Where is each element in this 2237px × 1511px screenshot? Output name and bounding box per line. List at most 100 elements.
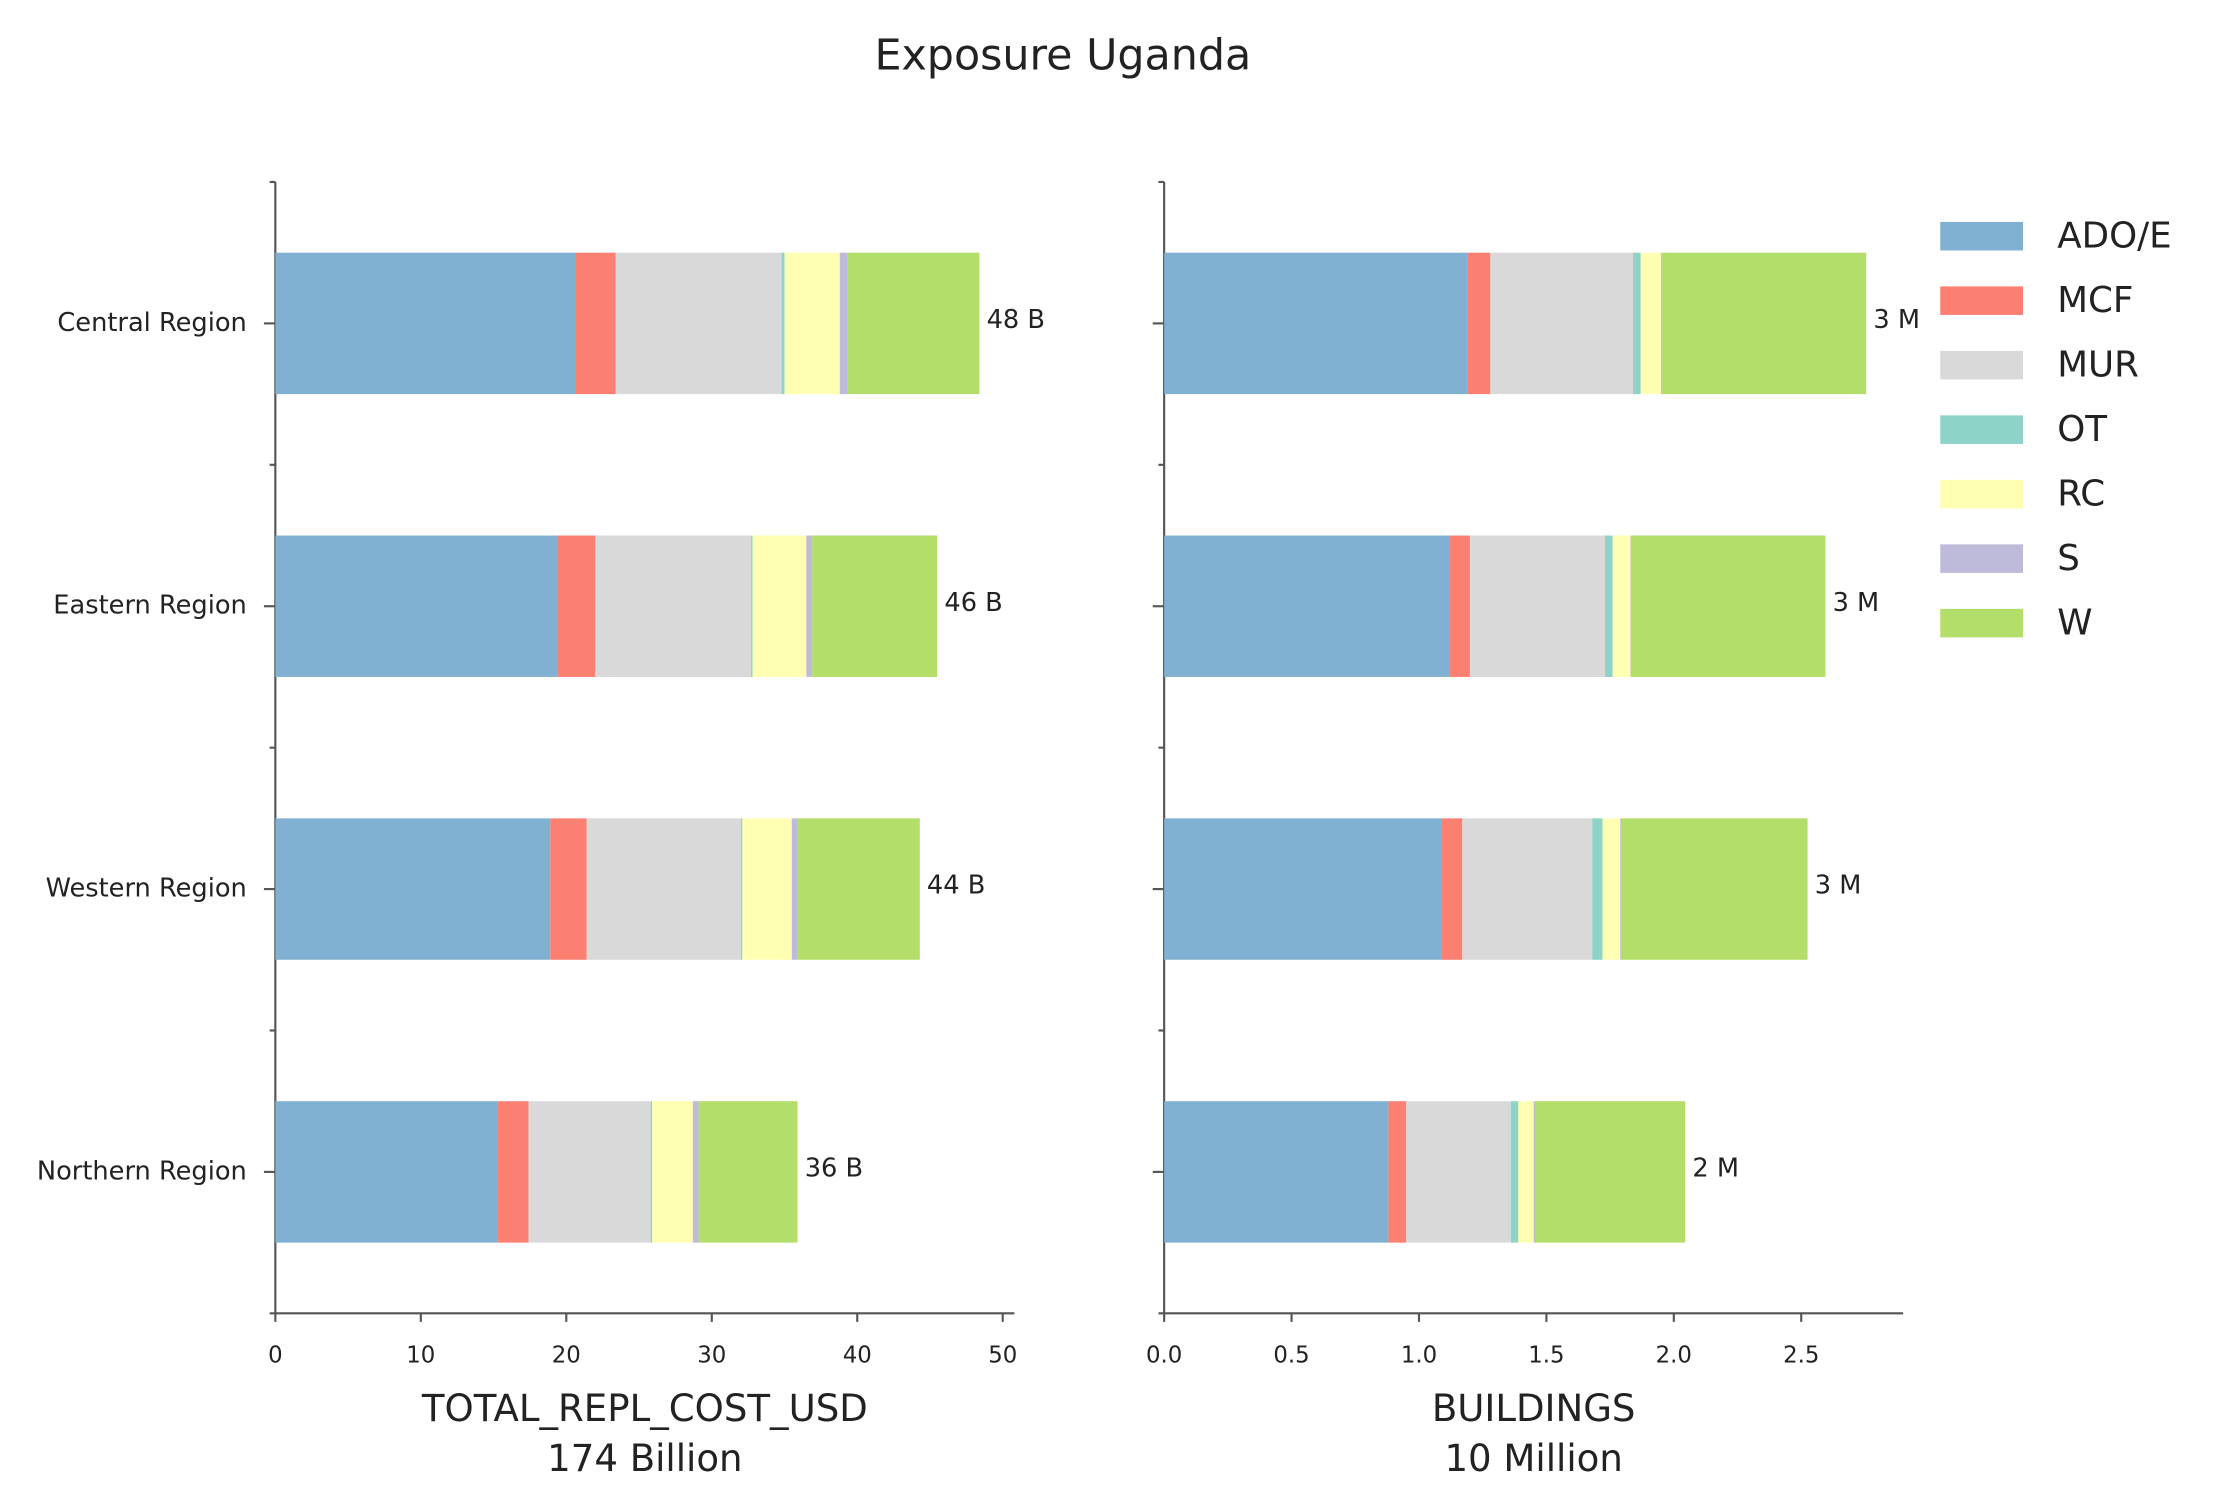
bar-segment <box>1164 818 1442 960</box>
bar-segment <box>797 818 920 960</box>
bar-segment <box>1630 535 1632 677</box>
bar-segment <box>1662 252 1867 395</box>
bar-segment <box>615 252 782 395</box>
bar-segment <box>652 1101 693 1243</box>
total-label: 46 B <box>944 588 1002 618</box>
x-tick-label: 2.0 <box>1656 1343 1692 1369</box>
bar-segment <box>1633 252 1641 395</box>
bar-segment <box>1164 535 1450 677</box>
y-tick-label: Western Region <box>46 874 247 904</box>
bar-segment <box>650 1101 653 1243</box>
bar-segment <box>1631 535 1826 677</box>
legend-label: W <box>2057 603 2092 644</box>
x-tick-label: 0.0 <box>1146 1343 1182 1369</box>
y-tick-label: Eastern Region <box>53 591 247 621</box>
bar-segment <box>1469 535 1606 677</box>
legend-label: MCF <box>2057 280 2133 321</box>
bar-segment <box>806 535 813 677</box>
bar-segment <box>740 818 743 960</box>
x-tick-label: 1.5 <box>1528 1343 1564 1369</box>
bar-segment <box>575 252 616 395</box>
x-tick-label: 30 <box>697 1343 726 1369</box>
total-label: 3 M <box>1815 871 1862 901</box>
bar-segment <box>1661 252 1663 395</box>
bar-segment <box>1510 1101 1519 1243</box>
bar-segment <box>1602 818 1621 960</box>
total-label: 36 B <box>805 1154 863 1184</box>
bar-segment <box>275 535 558 677</box>
legend-swatch <box>1940 221 2024 251</box>
bar-segment <box>557 535 596 677</box>
bar-segment <box>1164 1101 1389 1243</box>
legend-label: MUR <box>2057 345 2139 386</box>
x-axis-label: TOTAL_REPL_COST_USD <box>421 1387 868 1430</box>
legend-swatch <box>1940 415 2024 444</box>
bar-segment <box>275 252 576 395</box>
legend-label: RC <box>2057 474 2105 515</box>
figure-title: Exposure Uganda <box>874 30 1251 80</box>
y-tick-label: Northern Region <box>37 1156 247 1186</box>
total-label: 48 B <box>987 305 1045 335</box>
x-tick-label: 10 <box>406 1343 435 1369</box>
legend-swatch <box>1940 544 2024 573</box>
bar-segment <box>275 1101 498 1243</box>
bar-segment <box>1605 535 1613 677</box>
bar-segment <box>1533 1101 1535 1243</box>
x-tick-label: 2.5 <box>1783 1343 1819 1369</box>
x-tick-label: 1.0 <box>1401 1343 1437 1369</box>
x-axis-label: BUILDINGS <box>1432 1387 1636 1430</box>
bar-segment <box>528 1101 651 1243</box>
bar-segment <box>839 252 848 395</box>
bar-segment <box>781 252 785 395</box>
y-tick-label: Central Region <box>57 308 246 338</box>
bar-segment <box>1441 818 1463 960</box>
bar-segment <box>586 818 741 960</box>
bar-segment <box>1612 535 1631 677</box>
x-tick-label: 50 <box>988 1343 1017 1369</box>
x-tick-label: 0 <box>268 1343 283 1369</box>
x-axis-sublabel: 10 Million <box>1444 1437 1622 1480</box>
bar-segment <box>1490 252 1634 395</box>
bar-segment <box>1534 1101 1686 1243</box>
total-label: 3 M <box>1873 305 1920 335</box>
bar-segment <box>751 535 753 677</box>
x-axis-sublabel: 174 Billion <box>547 1437 742 1480</box>
bar-segment <box>692 1101 699 1243</box>
total-label: 3 M <box>1833 588 1880 618</box>
legend-label: ADO/E <box>2057 216 2171 257</box>
bar-segment <box>1164 252 1468 395</box>
bar-segment <box>698 1101 798 1243</box>
legend-swatch <box>1940 608 2024 638</box>
total-label: 2 M <box>1692 1154 1739 1184</box>
bar-segment <box>550 818 587 960</box>
x-tick-label: 0.5 <box>1273 1343 1309 1369</box>
bar-segment <box>275 818 551 960</box>
bar-segment <box>1592 818 1603 960</box>
bar-segment <box>791 818 798 960</box>
bar-segment <box>742 818 792 960</box>
bar-segment <box>497 1101 529 1243</box>
bar-segment <box>595 535 752 677</box>
x-tick-label: 40 <box>843 1343 872 1369</box>
bar-segment <box>1640 252 1662 395</box>
legend-swatch <box>1940 286 2024 315</box>
bar-segment <box>1467 252 1491 395</box>
bar-segment <box>812 535 938 677</box>
total-label: 44 B <box>927 871 985 901</box>
bar-segment <box>1462 818 1593 960</box>
bar-segment <box>1388 1101 1407 1243</box>
x-tick-label: 20 <box>552 1343 581 1369</box>
bar-segment <box>1621 818 1808 960</box>
legend-swatch <box>1940 479 2024 509</box>
legend-label: OT <box>2057 409 2107 450</box>
bar-segment <box>1406 1101 1511 1243</box>
bar-segment <box>784 252 840 395</box>
legend-label: S <box>2057 538 2080 579</box>
bar-segment <box>1518 1101 1534 1243</box>
bar-segment <box>752 535 807 677</box>
bar-segment <box>1620 818 1622 960</box>
bar-segment <box>1449 535 1470 677</box>
legend-swatch <box>1940 350 2024 380</box>
bar-segment <box>847 252 980 395</box>
